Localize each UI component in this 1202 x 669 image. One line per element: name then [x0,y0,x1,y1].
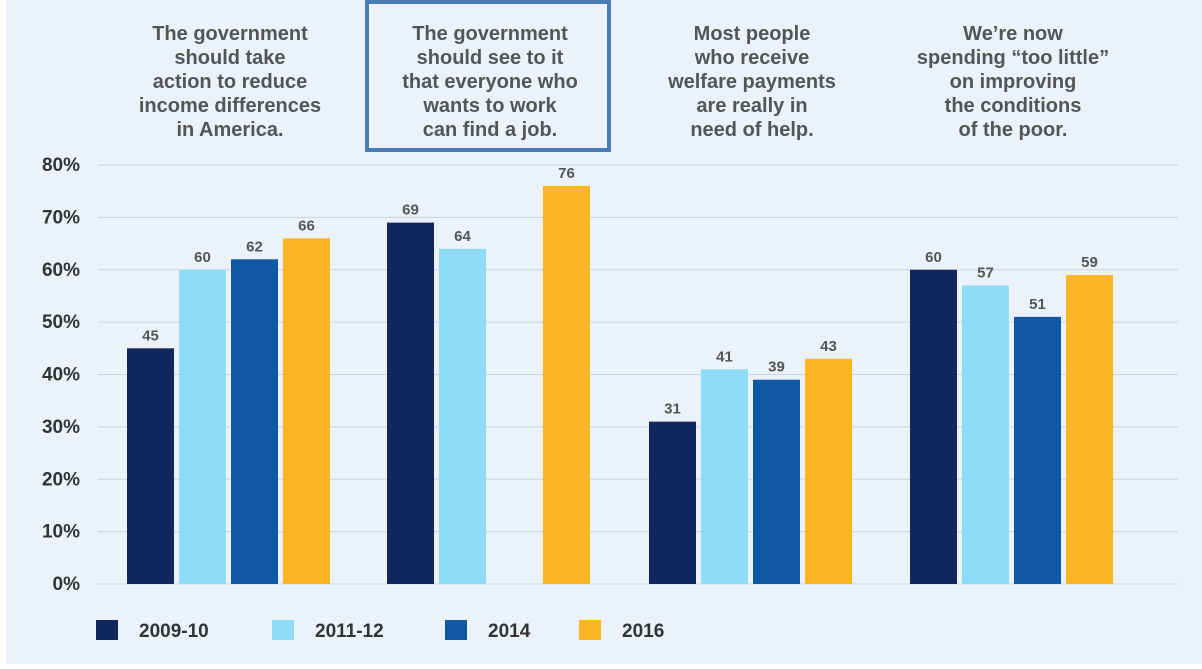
category-label-line: on improving [950,71,1077,93]
y-tick-label: 40% [42,365,80,386]
bar [179,269,226,584]
legend-label: 2014 [488,621,531,642]
legend-label: 2016 [622,621,664,642]
y-tick-label: 20% [42,469,80,490]
data-label: 57 [977,264,994,281]
data-label: 60 [194,249,211,266]
y-tick-label: 80% [42,155,80,176]
category-label-line: welfare payments [667,71,836,93]
bar [701,369,748,584]
bar [387,222,434,585]
bar [439,248,486,585]
category-label-line: the conditions [945,95,1082,117]
bar [910,269,957,584]
category-label-line: should see to it [417,47,564,69]
legend-swatch [445,620,467,640]
data-label: 64 [454,228,471,245]
category-label-line: are really in [696,95,807,117]
legend-swatch [272,620,294,640]
category-label-line: in America. [176,119,283,141]
data-label: 43 [820,338,837,355]
bar [127,348,174,584]
data-label: 60 [925,249,942,266]
category-label-line: should take [174,47,285,69]
y-tick-label: 10% [42,522,80,543]
category-label-line: spending “too little” [917,47,1109,69]
category-label-line: action to reduce [153,71,307,93]
bar [753,379,800,584]
data-label: 62 [246,238,263,255]
highlight-box [365,0,611,152]
category-label-line: income differences [139,95,321,117]
data-label: 69 [402,202,419,219]
y-tick-label: 30% [42,417,80,438]
data-label: 76 [558,165,575,182]
category-label-line: need of help. [690,119,813,141]
category-label-line: We’re now [963,23,1063,45]
legend-label: 2011-12 [315,621,384,642]
category-label-line: can find a job. [423,119,557,141]
bar [1014,316,1061,584]
data-label: 41 [716,348,733,365]
data-label: 45 [142,327,159,344]
legend-swatch [96,620,118,640]
category-label-line: The government [152,23,308,45]
category-label-line: who receive [694,47,810,69]
data-label: 39 [768,359,785,376]
bar [805,358,852,584]
category-label-line: that everyone who [402,71,578,93]
category-label-line: wants to work [422,95,557,117]
bar [543,185,590,584]
y-tick-label: 50% [42,312,80,333]
legend-label: 2009-10 [139,621,209,642]
category-label-line: The government [412,23,568,45]
data-label: 51 [1029,296,1046,313]
category-label-line: Most people [694,23,811,45]
bar [231,259,278,584]
bar [283,238,330,584]
data-label: 59 [1081,254,1098,271]
data-label: 31 [664,401,681,418]
bar [1066,274,1113,584]
category-label-line: of the poor. [959,119,1068,141]
bar [649,421,696,584]
y-tick-label: 0% [53,574,81,595]
y-tick-label: 70% [42,207,80,228]
bar [962,285,1009,584]
data-label: 66 [298,217,315,234]
legend-swatch [579,620,601,640]
y-tick-label: 60% [42,260,80,281]
